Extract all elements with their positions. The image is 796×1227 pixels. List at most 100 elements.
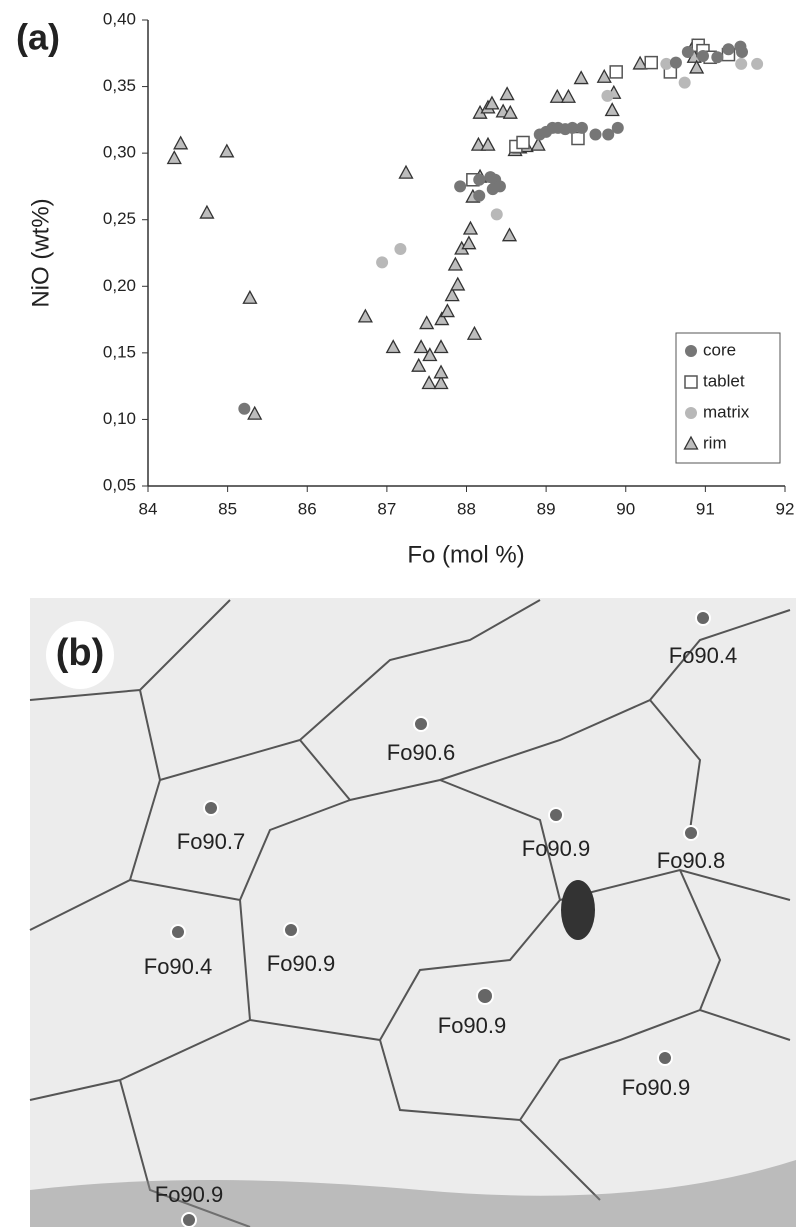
- panel-label: (a): [16, 17, 60, 58]
- spot: [413, 716, 429, 732]
- point: [238, 402, 251, 415]
- legend-marker: [684, 375, 698, 389]
- point: [632, 55, 648, 70]
- point: [473, 173, 486, 186]
- point: [644, 55, 658, 70]
- point: [219, 143, 235, 158]
- spot-label: Fo90.4: [669, 643, 738, 668]
- point: [422, 347, 438, 362]
- x-tick-label: 89: [537, 499, 556, 518]
- y-tick-label: 0,10: [103, 409, 136, 428]
- x-tick-label: 85: [218, 499, 237, 518]
- point: [722, 43, 735, 56]
- point: [484, 95, 500, 110]
- inclusion: [561, 880, 595, 940]
- point: [385, 339, 401, 354]
- legend-label: tablet: [703, 371, 745, 390]
- spot-label: Fo90.6: [387, 740, 456, 765]
- point: [689, 59, 705, 74]
- point: [711, 51, 724, 64]
- spot-label: Fo90.9: [522, 836, 591, 861]
- point: [199, 204, 215, 219]
- y-tick-label: 0,15: [103, 342, 136, 361]
- spot: [548, 807, 564, 823]
- point: [573, 70, 589, 85]
- point: [499, 86, 515, 101]
- point: [660, 57, 673, 70]
- x-tick-label: 88: [457, 499, 476, 518]
- point: [602, 128, 615, 141]
- x-tick-label: 84: [139, 499, 158, 518]
- spot-label: Fo90.9: [438, 1013, 507, 1038]
- spot: [683, 825, 699, 841]
- point: [681, 45, 694, 58]
- point: [530, 136, 546, 151]
- spot: [181, 1212, 197, 1227]
- legend-marker: [683, 435, 699, 450]
- y-axis-label: NiO (wt%): [27, 198, 54, 307]
- micrograph-background: [30, 598, 796, 1227]
- point: [447, 256, 463, 271]
- micrograph: (b) Fo90.4 Fo90.6 Fo90.7 Fo90.9 Fo90.8 F…: [29, 598, 796, 1227]
- x-tick-label: 87: [377, 499, 396, 518]
- spot-label: Fo90.9: [155, 1182, 224, 1207]
- point: [461, 235, 477, 250]
- point: [601, 89, 614, 102]
- point: [589, 128, 602, 141]
- legend-marker: [685, 345, 697, 357]
- point: [450, 276, 466, 291]
- y-tick-label: 0,05: [103, 475, 136, 494]
- point: [473, 189, 486, 202]
- point: [575, 121, 588, 134]
- point: [566, 121, 579, 134]
- point: [516, 135, 530, 150]
- point: [166, 150, 182, 165]
- panel-label: (b): [56, 632, 105, 674]
- spot-label: Fo90.8: [657, 848, 726, 873]
- point: [678, 76, 691, 89]
- point: [596, 68, 612, 83]
- spot: [283, 922, 299, 938]
- spot: [170, 924, 186, 940]
- spot: [476, 987, 494, 1005]
- point: [502, 104, 518, 119]
- point: [242, 289, 258, 304]
- spot-label: Fo90.9: [622, 1075, 691, 1100]
- point: [490, 208, 503, 221]
- point: [444, 287, 460, 302]
- point: [611, 121, 624, 134]
- point: [669, 56, 682, 69]
- point: [433, 339, 449, 354]
- point: [419, 315, 435, 330]
- scatter-plot: 0,05 0,10 0,15 0,20 0,25 0,30 0,35 0,40 84 85 86 87…: [103, 9, 795, 518]
- legend-label: matrix: [703, 402, 750, 421]
- spot: [695, 610, 711, 626]
- point: [751, 57, 764, 70]
- point: [462, 220, 479, 235]
- x-tick-label: 90: [616, 499, 635, 518]
- point: [609, 65, 623, 79]
- point: [470, 136, 487, 151]
- point: [357, 308, 373, 323]
- point: [480, 136, 496, 151]
- point: [735, 57, 748, 70]
- point: [501, 227, 518, 242]
- spot-label: Fo90.4: [144, 954, 213, 979]
- y-tick-label: 0,20: [103, 276, 136, 295]
- spot-label: Fo90.7: [177, 829, 246, 854]
- x-tick-label: 86: [298, 499, 317, 518]
- point: [411, 357, 427, 372]
- point: [604, 102, 620, 117]
- point: [454, 180, 467, 193]
- point: [433, 375, 449, 390]
- y-tick-label: 0,30: [103, 143, 136, 162]
- x-axis-label: Fo (mol %): [407, 541, 524, 568]
- point: [173, 135, 189, 150]
- spot: [203, 800, 219, 816]
- dark-rim: [30, 1160, 796, 1227]
- y-tick-label: 0,35: [103, 76, 136, 95]
- point: [696, 49, 709, 62]
- point: [394, 243, 407, 256]
- y-tick-label: 0,25: [103, 209, 136, 228]
